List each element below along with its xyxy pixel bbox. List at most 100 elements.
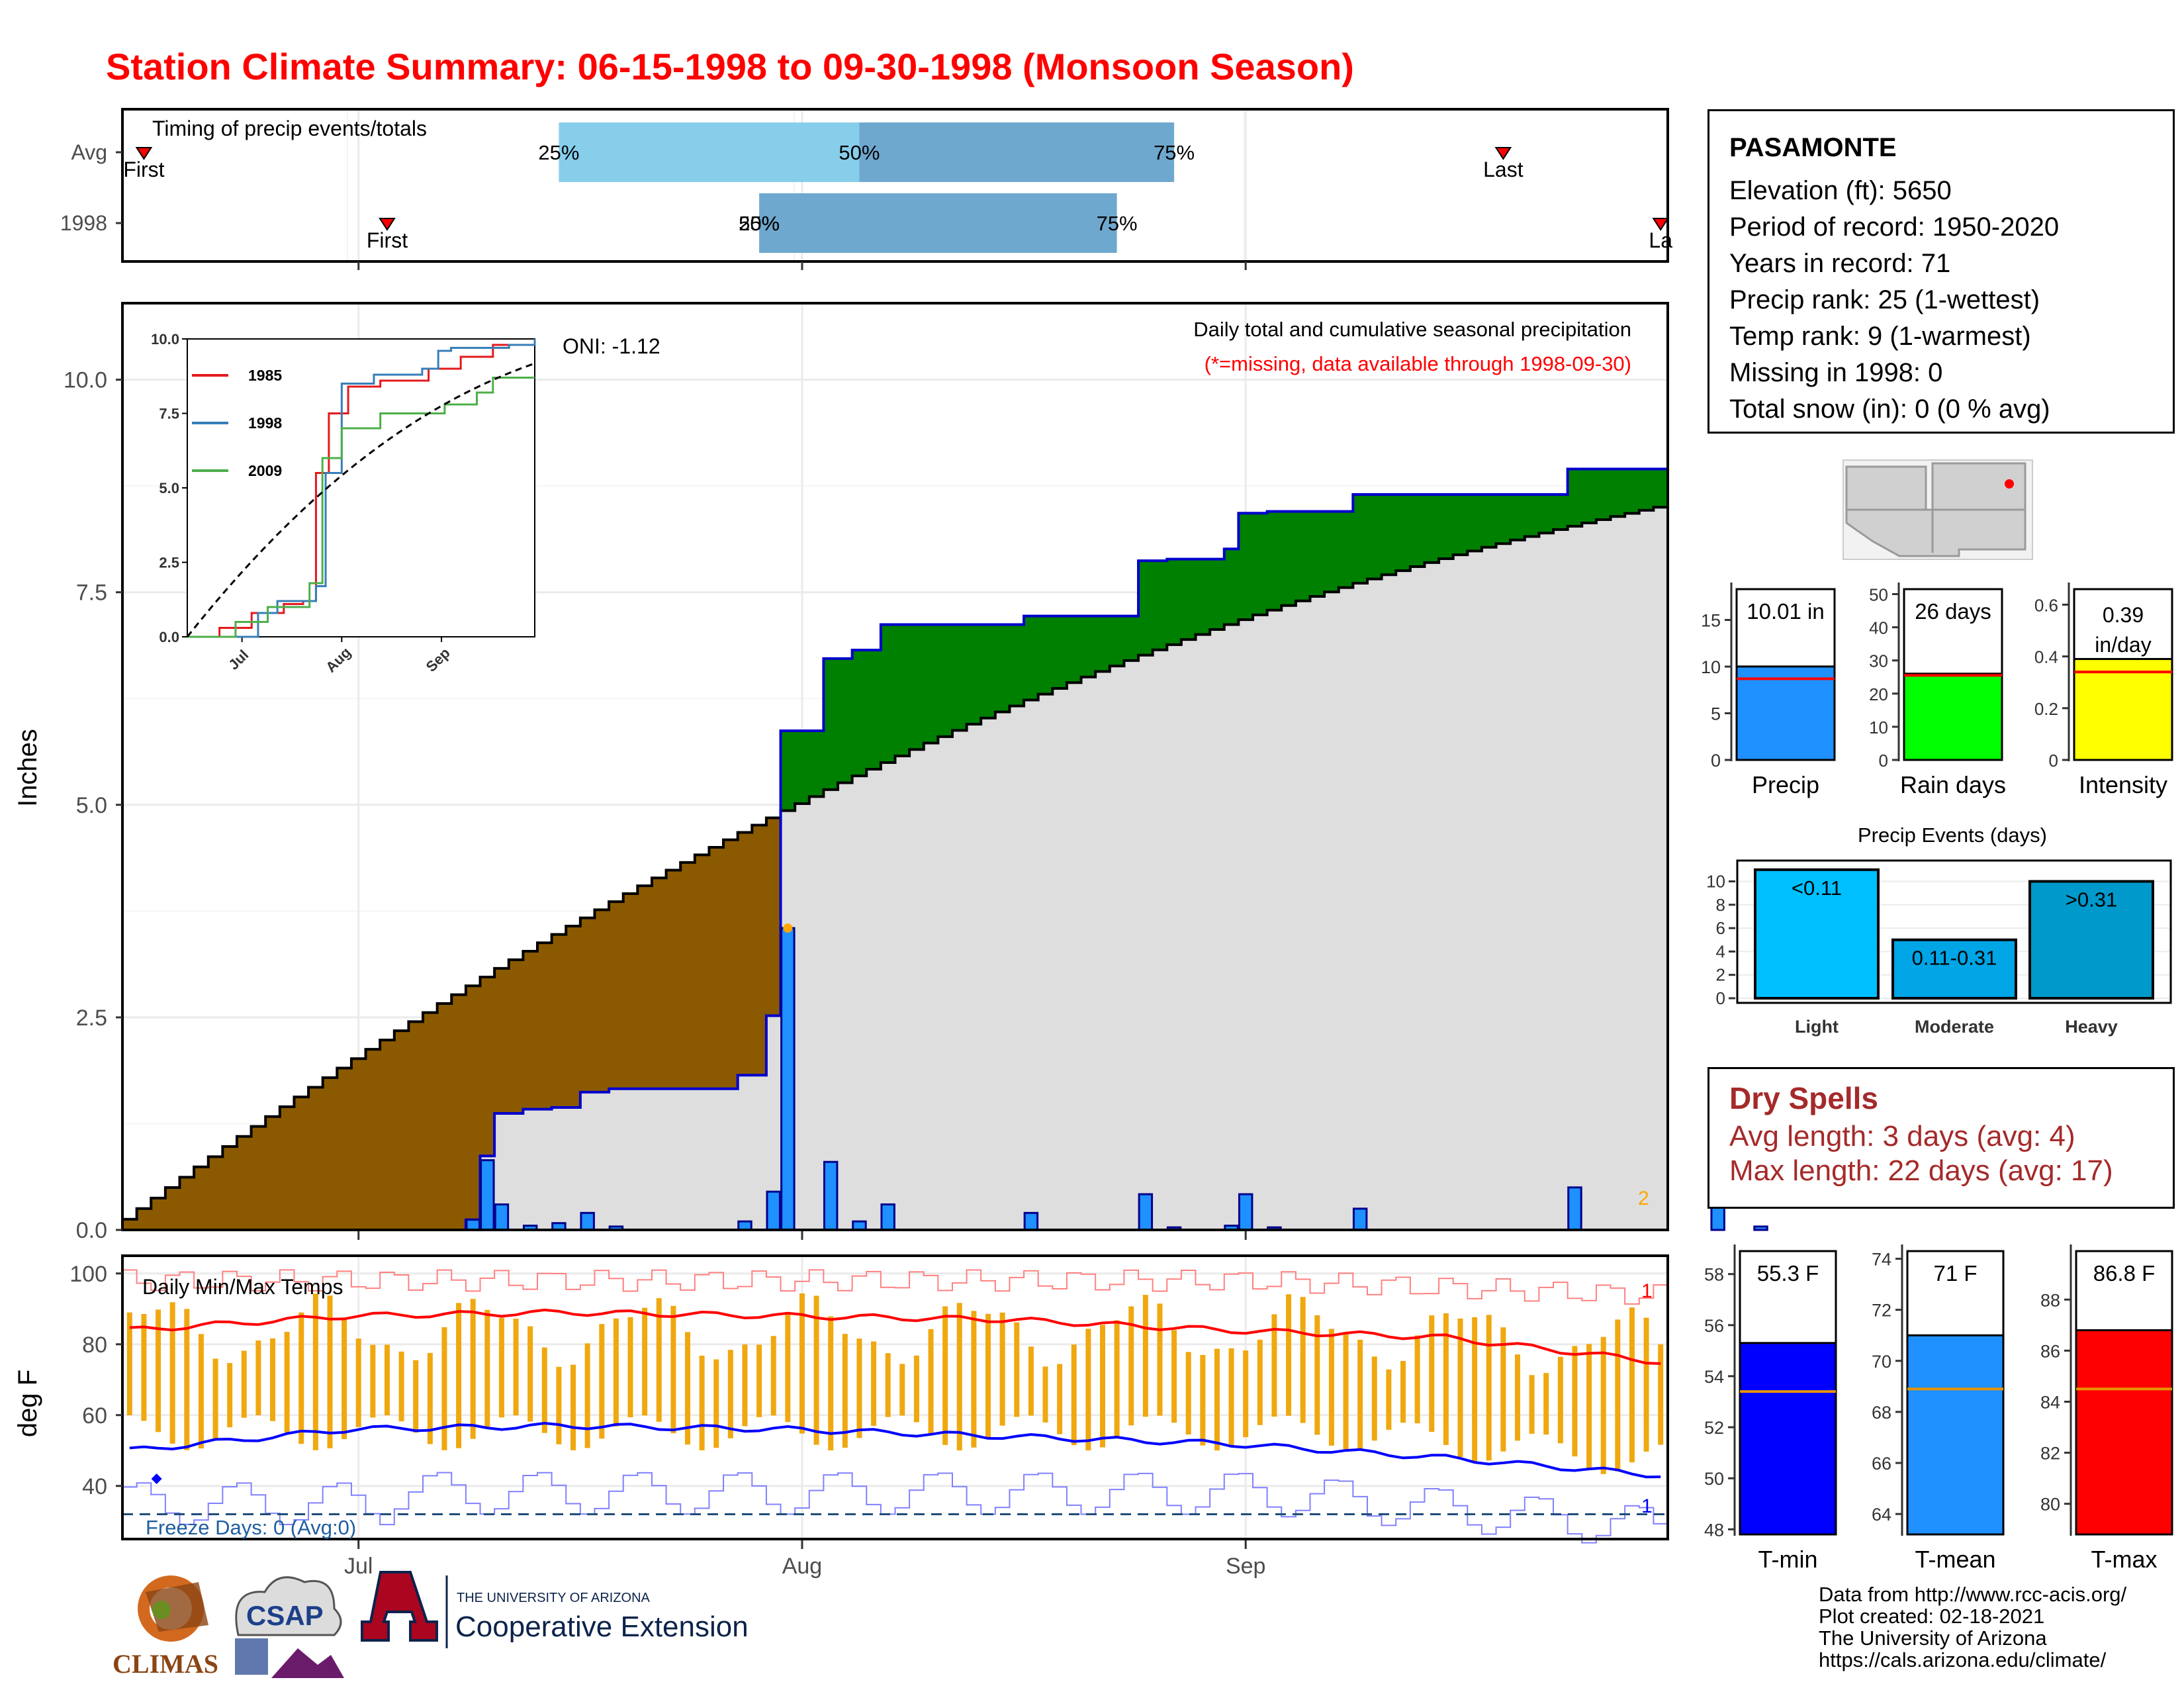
daily-temp-bar xyxy=(384,1344,390,1416)
deficit-area xyxy=(265,1116,281,1230)
surplus-area xyxy=(1625,469,1640,514)
mini-bar-category-label: T-min xyxy=(1758,1546,1818,1573)
temp-panel-frame xyxy=(121,1254,1669,1540)
surplus-area xyxy=(852,650,867,776)
daily-temp-bar xyxy=(656,1297,662,1422)
station-name: PASAMONTE xyxy=(1729,133,1897,162)
daily-temp-bar xyxy=(513,1319,519,1416)
mini-y-tick-label: 0.4 xyxy=(2034,647,2058,667)
daily-temp-bar xyxy=(1257,1339,1263,1425)
mini-y-tick-label: 84 xyxy=(2040,1392,2060,1412)
daily-temp-bar xyxy=(1615,1319,1621,1472)
deficit-area xyxy=(508,959,523,1114)
events-y-tick-label: 4 xyxy=(1716,941,1725,961)
precip-panel-frame xyxy=(121,302,1669,1231)
station-temp-rank: Temp rank: 9 (1-warmest) xyxy=(1729,322,2031,351)
surplus-area xyxy=(923,624,938,743)
surplus-area xyxy=(1038,616,1053,694)
surplus-area xyxy=(952,624,968,731)
temp-y-tick-label: 60 xyxy=(82,1403,107,1429)
deficit-area xyxy=(308,1087,324,1230)
mini-y-tick-label: 0.6 xyxy=(2034,595,2058,615)
surplus-area xyxy=(1095,616,1111,672)
daily-temp-bar xyxy=(971,1311,977,1448)
mini-y-tick-label: 74 xyxy=(1872,1250,1891,1270)
deficit-area xyxy=(136,1208,152,1230)
climas-text: CLIMAS xyxy=(113,1649,218,1679)
daily-precip-bar xyxy=(1238,1193,1253,1231)
daily-temp-bar xyxy=(484,1309,490,1427)
deficit-area xyxy=(680,862,696,1089)
station-period: Period of record: 1950-2020 xyxy=(1729,212,2060,242)
mini-y-tick-label: 40 xyxy=(1869,618,1888,638)
surplus-area xyxy=(909,624,925,750)
daily-temp-bar xyxy=(556,1366,562,1444)
first-label: First xyxy=(123,158,164,181)
daily-precip-bar xyxy=(480,1159,495,1231)
inset-y-tick-label: 0.0 xyxy=(159,629,179,645)
daily-precip-bar xyxy=(1138,1193,1154,1231)
daily-temp-bar xyxy=(742,1344,748,1427)
surplus-area xyxy=(1109,616,1124,667)
daily-temp-bar xyxy=(312,1293,318,1450)
daily-temp-bar xyxy=(1500,1327,1506,1452)
mini-y-tick-label: 58 xyxy=(1704,1265,1724,1285)
mini-y-tick-label: 20 xyxy=(1869,684,1888,704)
daily-temp-bar xyxy=(1371,1356,1377,1441)
daily-temp-bar xyxy=(1472,1317,1478,1463)
daily-temp-bar xyxy=(427,1352,433,1444)
daily-temp-bar xyxy=(212,1358,218,1440)
daily-temp-bar xyxy=(355,1338,361,1427)
daily-precip-bar xyxy=(880,1203,895,1231)
surplus-area xyxy=(1253,513,1268,615)
daily-temp-bar xyxy=(184,1309,190,1450)
daily-temp-bar xyxy=(813,1295,819,1445)
daily-precip-bar xyxy=(494,1203,510,1231)
surplus-area xyxy=(1439,494,1454,559)
deficit-area xyxy=(737,832,752,1076)
mini-y-tick-label: 50 xyxy=(1869,585,1888,605)
deficit-area xyxy=(236,1136,252,1230)
deficit-area xyxy=(337,1068,352,1230)
deficit-area xyxy=(752,825,767,1076)
daily-temp-bar xyxy=(1286,1294,1292,1416)
daily-temp-bar xyxy=(828,1316,834,1451)
daily-temp-bar xyxy=(1014,1322,1020,1417)
inset-legend-label: 1985 xyxy=(248,367,282,384)
daily-temp-bar xyxy=(1042,1366,1048,1423)
daily-temp-bar xyxy=(770,1336,776,1416)
daily-temp-bar xyxy=(541,1347,547,1433)
daily-temp-bar xyxy=(627,1317,633,1418)
extreme-marker xyxy=(783,923,793,933)
mini-y-tick-label: 50 xyxy=(1704,1469,1724,1489)
surplus-area xyxy=(1496,494,1511,544)
daily-temp-bar xyxy=(126,1312,132,1415)
daily-temp-bar xyxy=(1328,1329,1334,1446)
surplus-area xyxy=(1467,494,1482,551)
deficit-area xyxy=(122,1219,138,1230)
deficit-area xyxy=(437,1004,452,1230)
surplus-area xyxy=(1510,494,1525,540)
daily-temp-bar xyxy=(1114,1320,1120,1438)
daily-temp-bar xyxy=(284,1331,290,1432)
daily-precip-bar xyxy=(1753,1225,1768,1231)
surplus-area xyxy=(823,658,839,790)
daily-temp-bar xyxy=(227,1363,233,1428)
deficit-area xyxy=(480,977,495,1156)
temp-y-tick-label: 40 xyxy=(82,1474,107,1499)
station-info-box: PASAMONTE Elevation (ft): 5650 Period of… xyxy=(1707,109,2175,434)
surplus-area xyxy=(838,658,853,783)
daily-temp-bar xyxy=(1142,1295,1148,1417)
inset-y-tick-label: 2.5 xyxy=(159,555,179,571)
daily-temp-bar xyxy=(942,1306,948,1445)
daily-temp-bar xyxy=(1643,1317,1649,1452)
daily-temp-bar xyxy=(1400,1360,1406,1423)
events-chart-title: Precip Events (days) xyxy=(1858,823,2047,847)
events-bar-label: 0.11-0.31 xyxy=(1912,947,1997,970)
events-bar-label: >0.31 xyxy=(2066,888,2117,911)
station-marker xyxy=(2005,479,2014,489)
mini-y-tick-label: 52 xyxy=(1704,1418,1724,1438)
deficit-area xyxy=(594,910,610,1092)
daily-precip-bar xyxy=(1567,1186,1582,1231)
